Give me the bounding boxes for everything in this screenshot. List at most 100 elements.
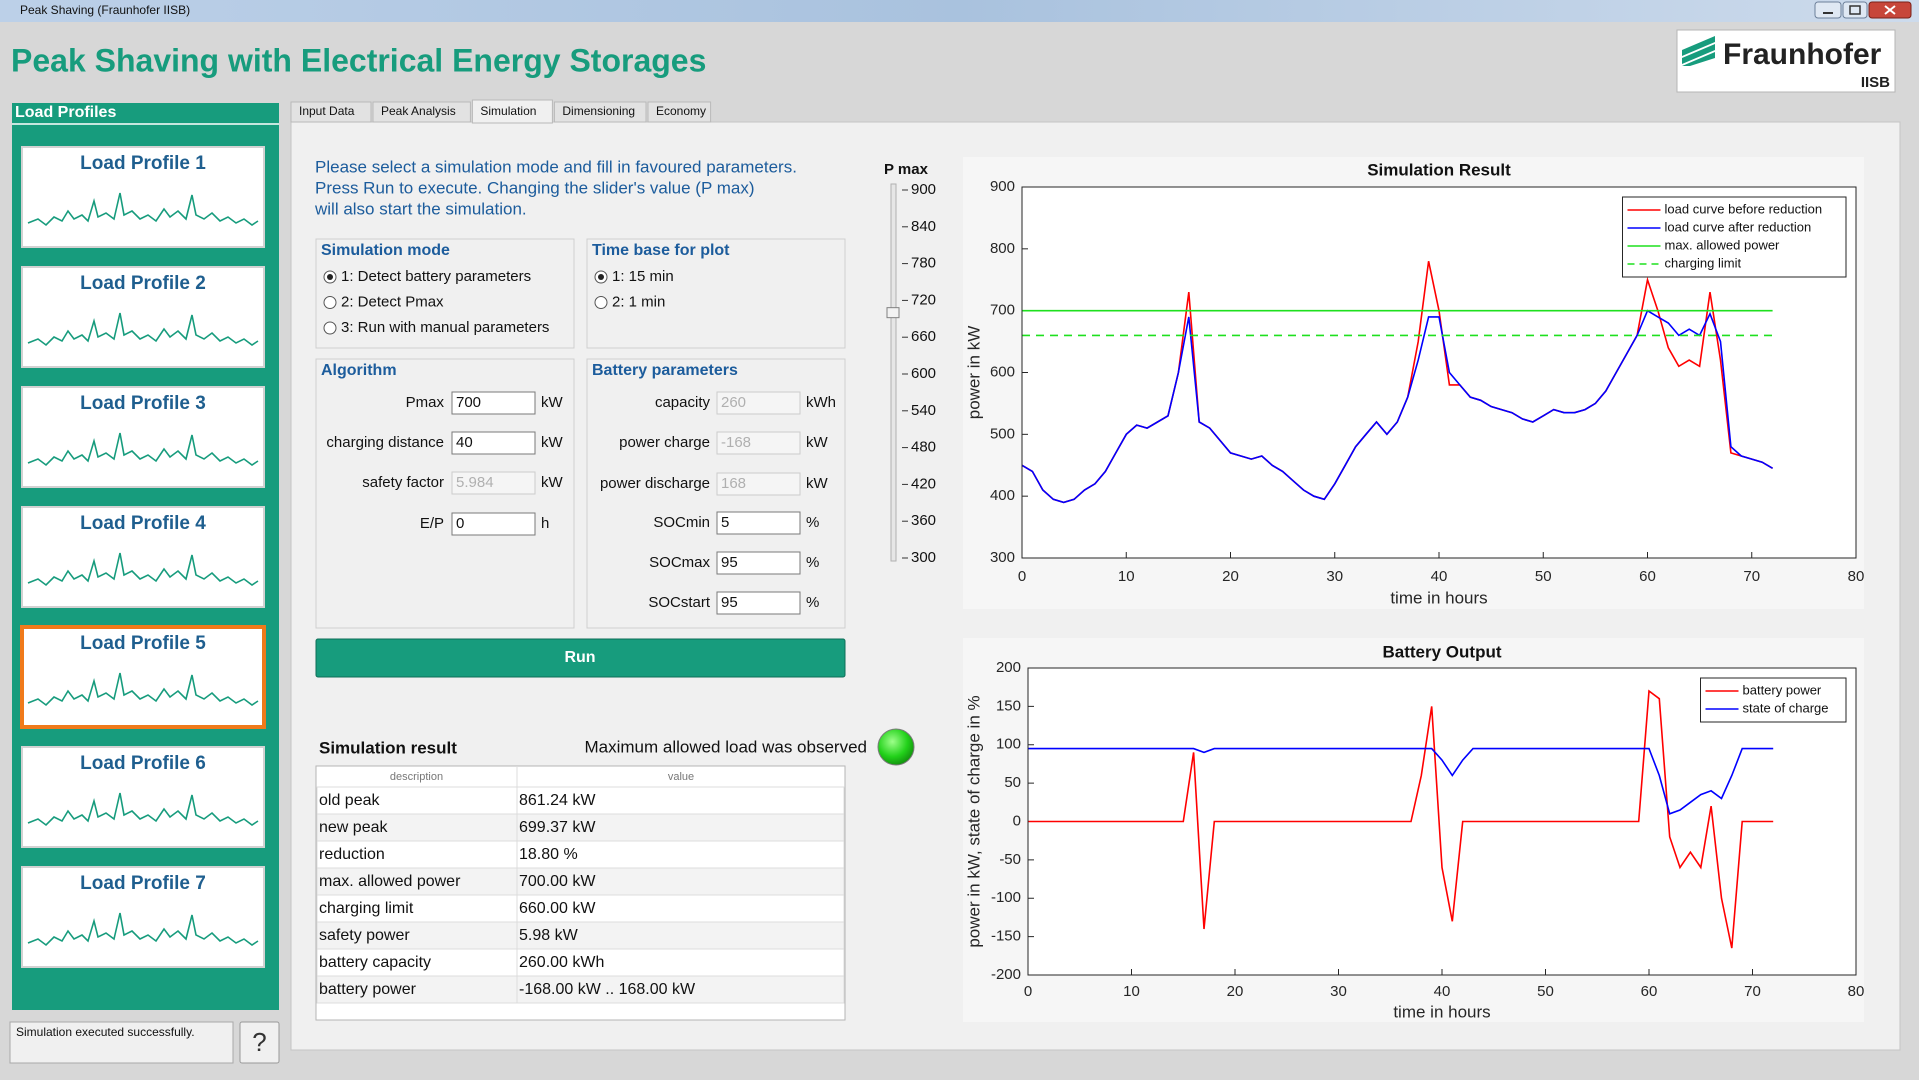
x-tick-label: 60 xyxy=(1641,983,1658,1000)
profile-title: Load Profile 7 xyxy=(80,873,206,894)
group-box xyxy=(315,358,575,629)
field-label: SOCstart xyxy=(648,594,711,611)
table-cell: 260.00 kWh xyxy=(519,954,604,971)
tab-label[interactable]: Economy xyxy=(656,104,706,118)
radio-label[interactable]: 1: Detect battery parameters xyxy=(341,268,531,285)
tab[interactable] xyxy=(372,101,471,123)
slider-thumb[interactable] xyxy=(886,307,900,319)
logo-text: Fraunhofer xyxy=(1723,38,1882,71)
table-cell: -168.00 kW .. 168.00 kW xyxy=(519,981,696,998)
profile-card[interactable] xyxy=(21,746,265,848)
tab-label[interactable]: Peak Analysis xyxy=(381,104,456,118)
x-tick-label: 0 xyxy=(1018,568,1026,585)
input-value: 5.984 xyxy=(456,474,494,491)
profile-title: Load Profile 1 xyxy=(80,153,206,174)
x-tick-label: 50 xyxy=(1535,568,1552,585)
radio-label[interactable]: 3: Run with manual parameters xyxy=(341,319,549,336)
slider-tick-label: 540 xyxy=(911,402,936,419)
x-tick-label: 10 xyxy=(1123,983,1140,1000)
field-unit: kW xyxy=(541,434,564,451)
sidebar-title: Load Profiles xyxy=(15,104,116,121)
tab[interactable] xyxy=(471,99,553,124)
y-axis-label: power in kW xyxy=(964,326,983,420)
help-button-label[interactable]: ? xyxy=(252,1027,266,1057)
status-message: Simulation executed successfully. xyxy=(16,1025,195,1039)
x-tick-label: 40 xyxy=(1434,983,1451,1000)
series-line xyxy=(1028,747,1774,815)
legend-label: charging limit xyxy=(1665,255,1742,270)
y-tick-label: -50 xyxy=(999,851,1021,868)
radio-label[interactable]: 2: Detect Pmax xyxy=(341,293,444,310)
y-tick-label: -100 xyxy=(991,889,1021,906)
profile-card[interactable] xyxy=(21,266,265,368)
slider-tick-label: 900 xyxy=(911,181,936,198)
table-row xyxy=(316,894,845,923)
maximize-button[interactable] xyxy=(1842,1,1868,19)
profile-card[interactable] xyxy=(20,625,266,729)
y-tick-label: 600 xyxy=(990,363,1015,380)
radio-button[interactable] xyxy=(323,296,337,309)
input-value: 95 xyxy=(721,554,738,571)
tab[interactable] xyxy=(290,101,372,123)
minimize-button[interactable] xyxy=(1814,1,1842,19)
legend-label: max. allowed power xyxy=(1665,237,1781,252)
table-row xyxy=(316,921,845,950)
profile-card[interactable] xyxy=(21,866,265,968)
input-value: 40 xyxy=(456,434,473,451)
series-line xyxy=(1028,689,1774,949)
input-value: 5 xyxy=(721,514,729,531)
radio-label[interactable]: 1: 15 min xyxy=(612,268,674,285)
input-field[interactable] xyxy=(716,591,801,615)
title-bar xyxy=(0,0,1919,22)
radio-dot xyxy=(327,274,333,280)
input-field[interactable] xyxy=(451,431,536,455)
slider-tick-label: 720 xyxy=(911,291,936,308)
y-tick-label: 150 xyxy=(996,697,1021,714)
run-button[interactable] xyxy=(315,638,846,678)
slider-tick-label: 300 xyxy=(911,549,936,566)
profile-title: Load Profile 5 xyxy=(80,633,206,654)
slider-tick-label: 600 xyxy=(911,365,936,382)
instruction-text: Press Run to execute. Changing the slide… xyxy=(315,178,755,197)
run-button-label[interactable]: Run xyxy=(564,649,595,666)
legend xyxy=(1700,677,1847,723)
legend-label: state of charge xyxy=(1743,700,1829,715)
input-value: 0 xyxy=(456,515,464,532)
input-field[interactable] xyxy=(716,551,801,575)
input-field[interactable] xyxy=(716,511,801,535)
profile-card[interactable] xyxy=(21,146,265,248)
field-label: SOCmin xyxy=(653,514,710,531)
group-title: Simulation mode xyxy=(321,242,450,259)
y-tick-label: 700 xyxy=(990,302,1015,319)
profile-title: Load Profile 3 xyxy=(80,393,206,414)
slider-tick-label: 840 xyxy=(911,218,936,235)
chart-title: Simulation Result xyxy=(1367,160,1511,179)
table-cell: reduction xyxy=(319,846,385,863)
slider-tick-label: 660 xyxy=(911,328,936,345)
instruction-text: will also start the simulation. xyxy=(314,199,527,218)
radio-button[interactable] xyxy=(323,321,337,335)
tab[interactable] xyxy=(647,101,712,123)
radio-button[interactable] xyxy=(594,296,608,309)
tab-label[interactable]: Input Data xyxy=(299,104,355,118)
table-cell: max. allowed power xyxy=(319,873,461,890)
input-field[interactable] xyxy=(451,391,536,415)
y-tick-label: 100 xyxy=(996,736,1021,753)
tab-label[interactable]: Dimensioning xyxy=(562,104,635,118)
input-field[interactable] xyxy=(451,512,536,536)
field-unit: % xyxy=(806,514,819,531)
radio-label[interactable]: 2: 1 min xyxy=(612,293,665,310)
field-unit: % xyxy=(806,594,819,611)
profile-card[interactable] xyxy=(21,386,265,488)
tab-label[interactable]: Simulation xyxy=(480,104,536,118)
radio-dot xyxy=(598,274,604,280)
table-cell: 18.80 % xyxy=(519,846,578,863)
field-unit: h xyxy=(541,515,549,532)
help-button[interactable] xyxy=(239,1021,280,1064)
group-box xyxy=(315,238,575,349)
field-unit: kW xyxy=(541,394,564,411)
x-tick-label: 40 xyxy=(1431,568,1448,585)
profile-card[interactable] xyxy=(21,506,265,608)
input-field xyxy=(716,472,801,496)
tab[interactable] xyxy=(553,101,647,123)
